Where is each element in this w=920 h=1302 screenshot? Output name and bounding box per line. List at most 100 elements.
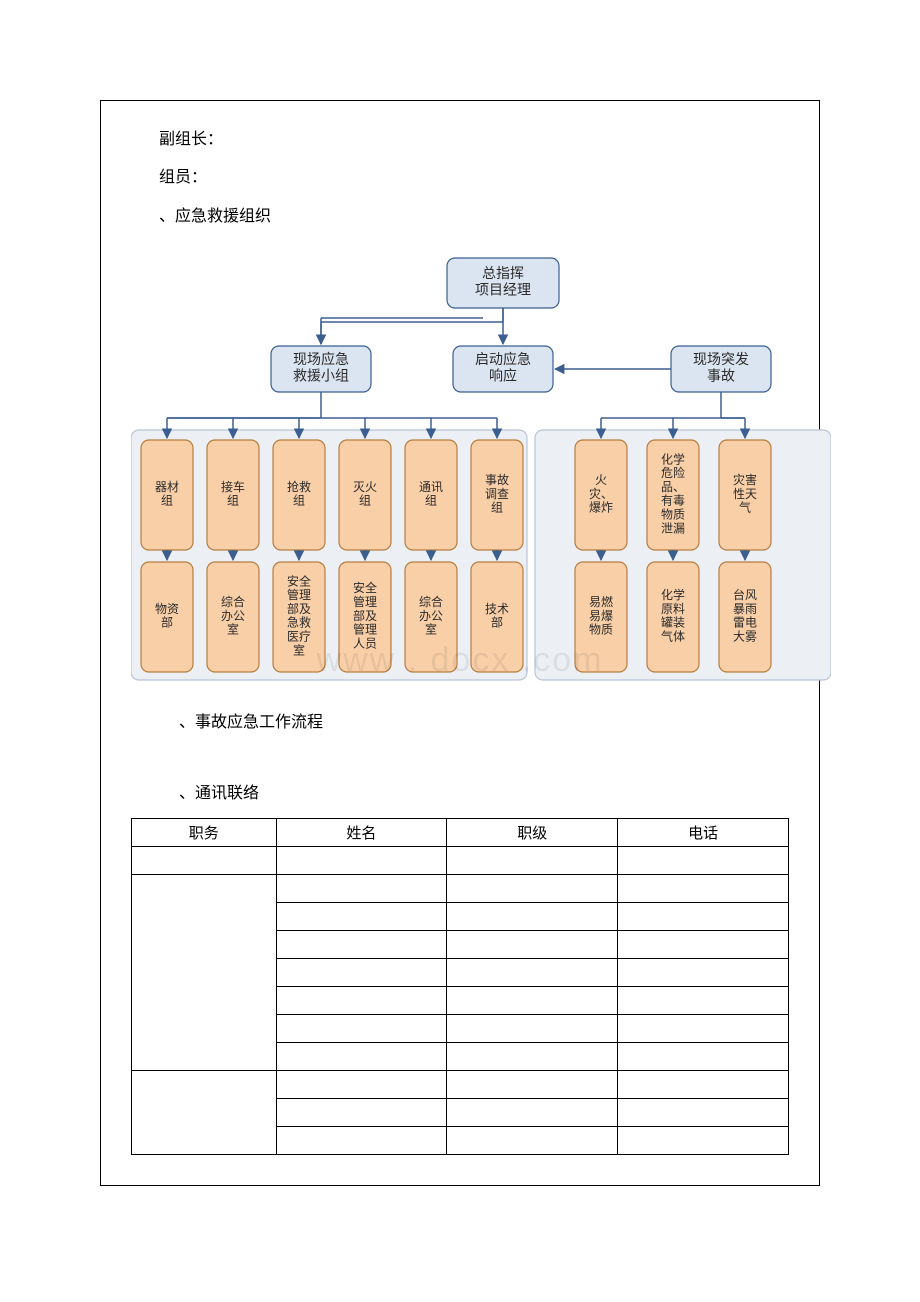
svg-text:管理: 管理 (353, 622, 377, 637)
table-cell (447, 986, 618, 1014)
svg-text:组: 组 (161, 494, 173, 508)
svg-text:响应: 响应 (489, 367, 517, 384)
org-diagram: 总指挥项目经理现场应急救援小组启动应急响应现场突发事故器材组物资部接车组综合办公… (131, 250, 789, 695)
table-cell (447, 1042, 618, 1070)
table-cell (618, 958, 789, 986)
table-cell (447, 1126, 618, 1154)
table-header: 职级 (447, 818, 618, 846)
svg-text:办公: 办公 (419, 608, 443, 623)
page-frame: www . docx .com 副组长： 组员： 、应急救援组织 总指挥项目经理… (100, 100, 820, 1186)
table-cell (618, 1126, 789, 1154)
svg-text:室: 室 (425, 622, 437, 637)
svg-text:火: 火 (595, 473, 607, 487)
svg-text:器材: 器材 (155, 480, 179, 494)
table-cell (618, 902, 789, 930)
table-cell (276, 1014, 447, 1042)
table-cell (276, 1070, 447, 1098)
svg-text:调查: 调查 (485, 487, 509, 501)
svg-text:室: 室 (227, 622, 239, 637)
svg-text:项目经理: 项目经理 (475, 282, 531, 298)
svg-text:物质: 物质 (661, 508, 685, 522)
table-cell (618, 1070, 789, 1098)
table-cell (618, 1014, 789, 1042)
svg-text:危险: 危险 (661, 465, 685, 480)
svg-text:救援小组: 救援小组 (293, 368, 349, 384)
svg-text:物质: 物质 (589, 623, 613, 637)
members-line: 组员： (131, 159, 789, 197)
svg-text:通讯: 通讯 (419, 480, 443, 494)
table-cell (447, 1070, 618, 1098)
duty-cell (132, 1070, 277, 1154)
flow-heading: 、事故应急工作流程 (131, 705, 789, 740)
table-cell (276, 986, 447, 1014)
svg-text:安全: 安全 (287, 573, 311, 588)
contact-table: 职务姓名职级电话 (131, 818, 789, 1155)
svg-text:有毒: 有毒 (661, 494, 685, 508)
table-header: 姓名 (276, 818, 447, 846)
table-cell (447, 846, 618, 874)
duty-cell (132, 846, 277, 874)
table-cell (447, 874, 618, 902)
svg-text:管理: 管理 (353, 594, 377, 609)
svg-text:医疗: 医疗 (287, 630, 311, 644)
table-cell (447, 930, 618, 958)
svg-text:雷电: 雷电 (733, 616, 757, 630)
svg-text:爆炸: 爆炸 (589, 501, 613, 515)
table-cell (618, 986, 789, 1014)
table-cell (447, 1098, 618, 1126)
table-header: 职务 (132, 818, 277, 846)
table-cell (447, 958, 618, 986)
svg-text:性天: 性天 (733, 487, 757, 501)
svg-text:启动应急: 启动应急 (475, 351, 531, 368)
svg-text:总指挥: 总指挥 (482, 266, 524, 282)
svg-text:气: 气 (739, 500, 751, 515)
svg-text:部: 部 (161, 615, 173, 630)
svg-text:综合: 综合 (419, 594, 443, 609)
svg-text:品、: 品、 (661, 480, 685, 494)
svg-text:事故: 事故 (485, 472, 509, 487)
svg-text:组: 组 (359, 494, 371, 508)
svg-text:灾、: 灾、 (589, 486, 613, 501)
svg-text:综合: 综合 (221, 594, 245, 609)
table-cell (276, 1042, 447, 1070)
svg-text:抢救: 抢救 (287, 479, 311, 494)
svg-text:事故: 事故 (707, 368, 735, 384)
table-row (132, 846, 789, 874)
svg-text:化学: 化学 (661, 451, 685, 466)
svg-text:安全: 安全 (353, 580, 377, 595)
table-cell (618, 1042, 789, 1070)
table-cell (276, 846, 447, 874)
svg-text:物资: 物资 (155, 602, 179, 616)
svg-text:暴雨: 暴雨 (733, 602, 757, 616)
table-cell (276, 1098, 447, 1126)
svg-text:管理: 管理 (287, 587, 311, 602)
table-cell (276, 930, 447, 958)
contact-heading: 、通讯联络 (131, 776, 789, 811)
svg-text:灭火: 灭火 (353, 480, 377, 494)
svg-text:台风: 台风 (733, 587, 757, 602)
svg-text:易爆: 易爆 (589, 609, 613, 623)
svg-text:大雾: 大雾 (733, 630, 757, 644)
svg-text:化学: 化学 (661, 587, 685, 602)
table-cell (618, 1098, 789, 1126)
table-cell (276, 1126, 447, 1154)
svg-text:组: 组 (227, 494, 239, 508)
svg-text:室: 室 (293, 642, 305, 657)
svg-text:急救: 急救 (287, 615, 311, 630)
svg-text:部及: 部及 (287, 601, 311, 616)
svg-text:组: 组 (491, 501, 503, 515)
org-heading: 、应急救援组织 (131, 198, 789, 236)
svg-text:技术: 技术 (485, 602, 509, 616)
table-cell (618, 930, 789, 958)
table-cell (276, 902, 447, 930)
svg-text:原料: 原料 (661, 602, 685, 616)
svg-text:人员: 人员 (353, 637, 377, 651)
table-cell (276, 958, 447, 986)
svg-text:办公: 办公 (221, 608, 245, 623)
table-cell (618, 874, 789, 902)
svg-text:易燃: 易燃 (589, 594, 613, 609)
table-cell (447, 902, 618, 930)
svg-text:组: 组 (425, 494, 437, 508)
svg-text:罐装: 罐装 (661, 616, 685, 630)
svg-text:现场应急: 现场应急 (293, 351, 349, 368)
